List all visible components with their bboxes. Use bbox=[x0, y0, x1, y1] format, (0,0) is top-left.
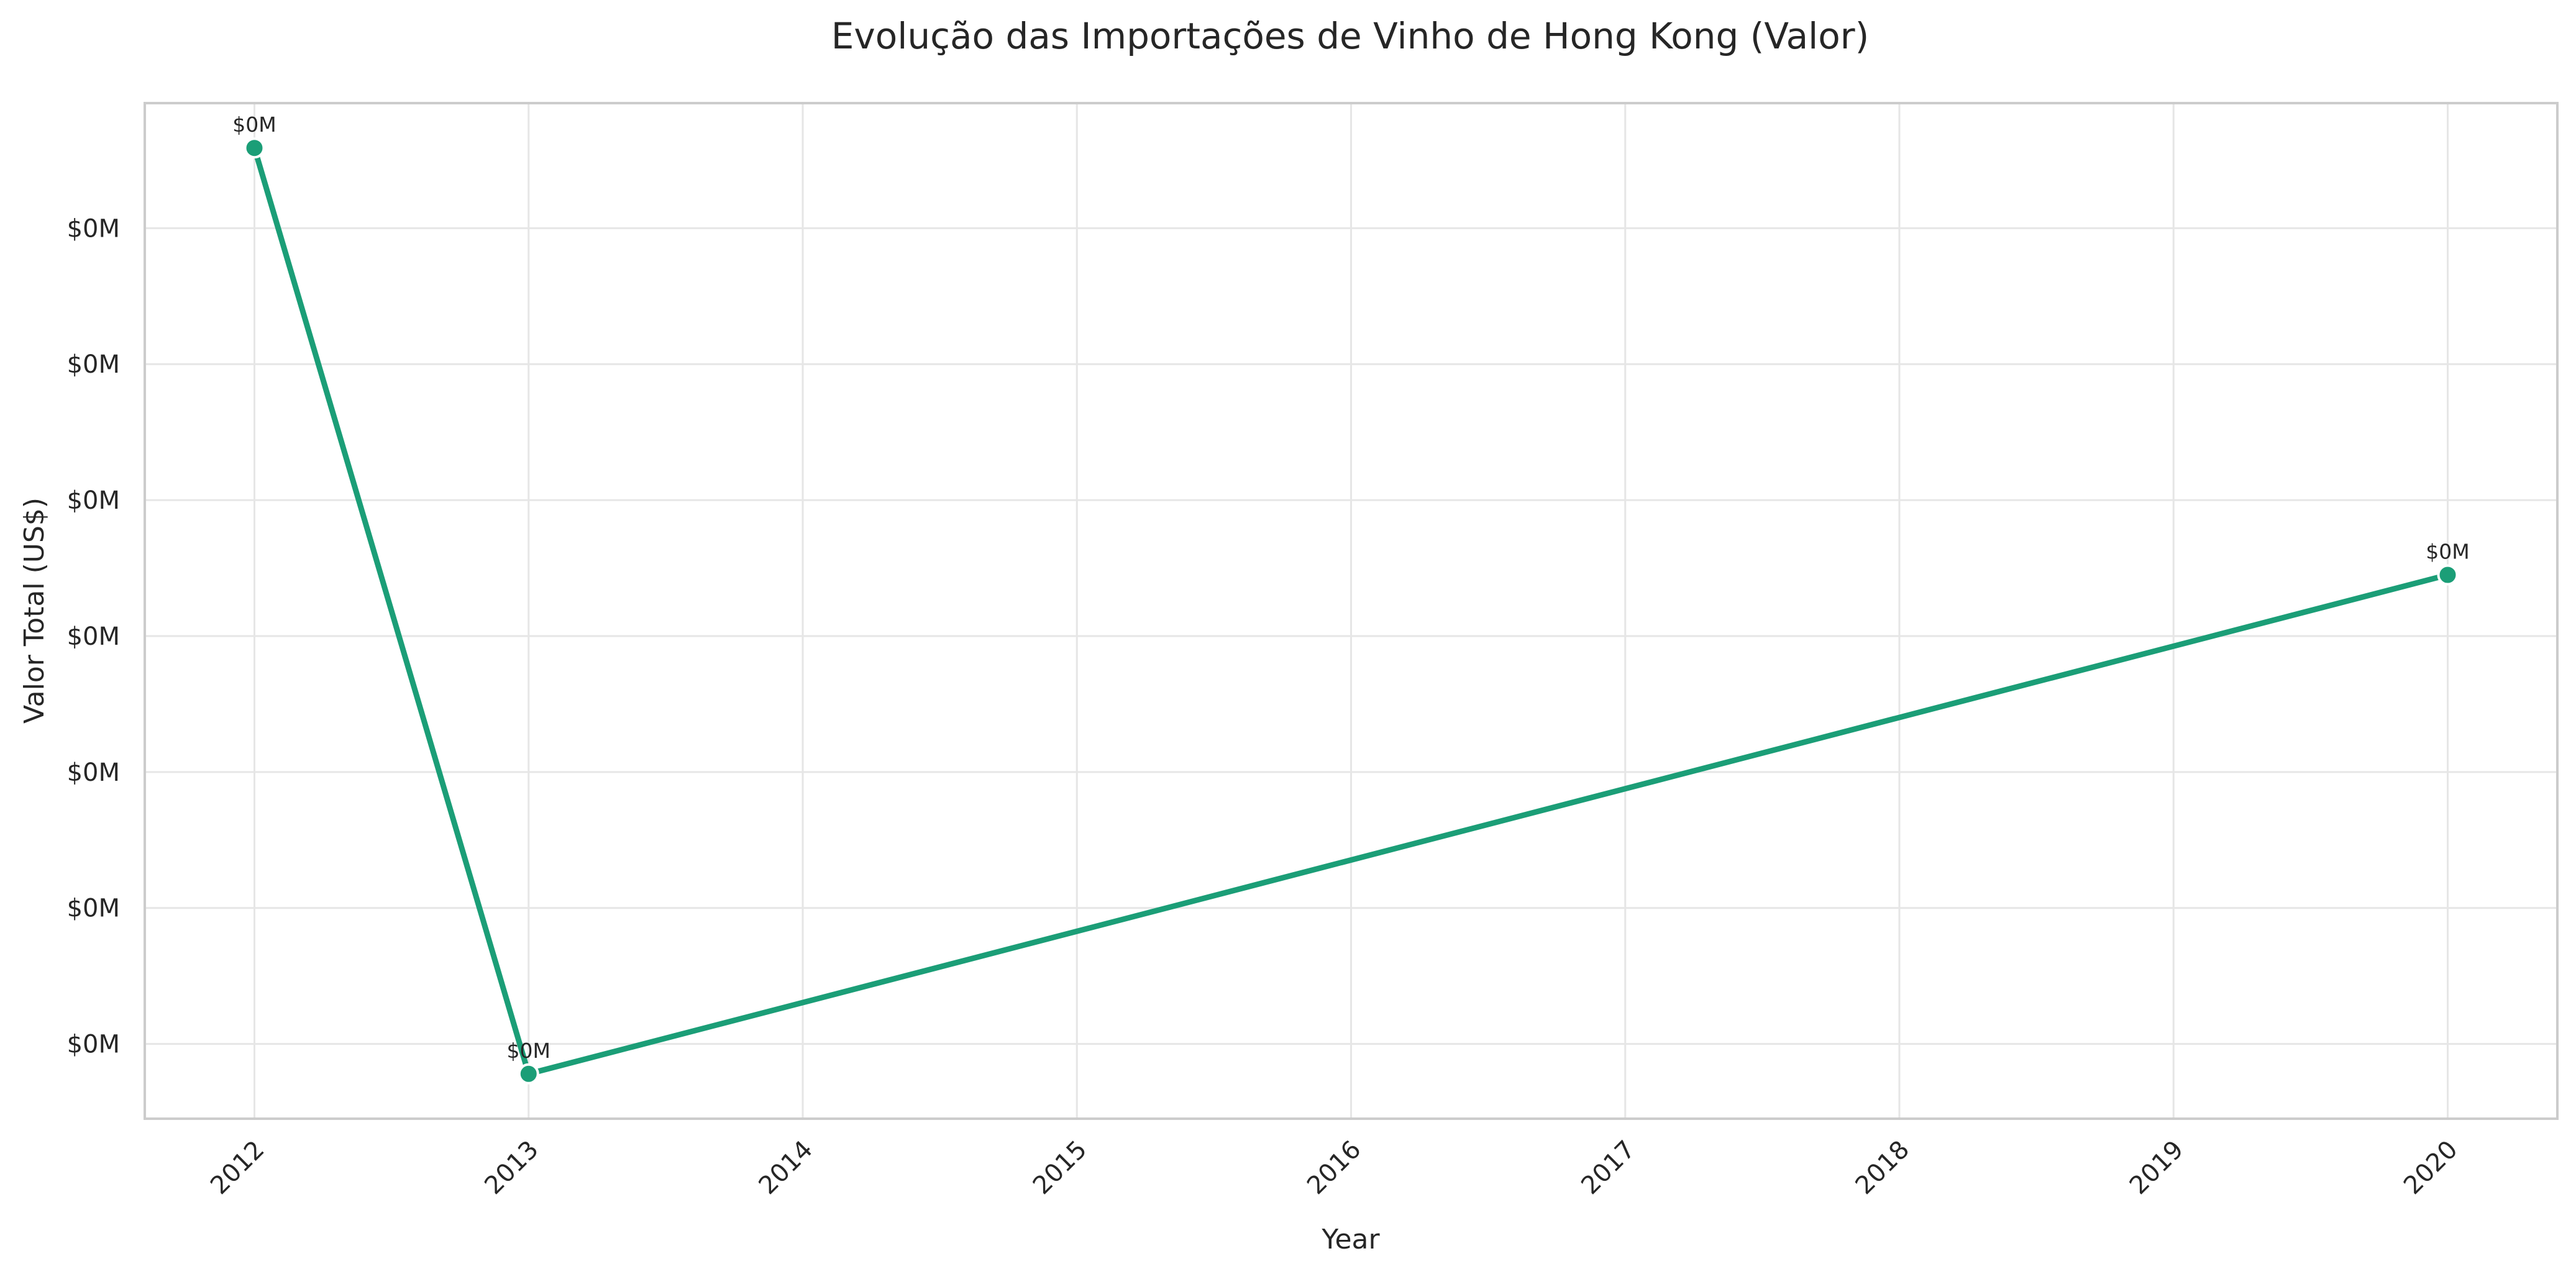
y-tick-label: $0M bbox=[67, 1031, 120, 1059]
data-point bbox=[518, 1063, 539, 1085]
x-tick-label: 2018 bbox=[1850, 1135, 1916, 1201]
x-tick-label: 2017 bbox=[1576, 1135, 1641, 1201]
data-labels: $0M $0M $0M bbox=[232, 112, 2469, 1063]
x-tick-label: 2014 bbox=[754, 1135, 819, 1201]
y-tick-label: $0M bbox=[67, 622, 120, 651]
y-tick-label: $0M bbox=[67, 894, 120, 923]
chart-title: Evolução das Importações de Vinho de Hon… bbox=[831, 15, 1869, 57]
y-tick-label: $0M bbox=[67, 758, 120, 787]
x-axis-label: Year bbox=[1321, 1224, 1380, 1255]
x-tick-label: 2019 bbox=[2124, 1135, 2190, 1201]
data-point bbox=[2437, 564, 2459, 586]
y-tick-label: $0M bbox=[67, 350, 120, 379]
y-axis-label: Valor Total (US$) bbox=[19, 498, 50, 724]
x-tick-labels: 2012 2013 2014 2015 2016 2017 2018 2019 2020 bbox=[205, 1135, 2464, 1201]
plot-frame bbox=[144, 102, 2559, 1120]
x-tick-label: 2020 bbox=[2398, 1135, 2464, 1201]
y-tick-label: $0M bbox=[67, 486, 120, 515]
x-tick-label: 2015 bbox=[1028, 1135, 1093, 1201]
y-tick-labels: $0M $0M $0M $0M $0M $0M $0M bbox=[67, 214, 120, 1058]
series-layer bbox=[244, 137, 2459, 1085]
grid bbox=[145, 103, 2557, 1119]
data-label: $0M bbox=[507, 1039, 550, 1063]
x-tick-label: 2013 bbox=[479, 1135, 544, 1201]
data-point bbox=[244, 137, 265, 159]
x-tick-label: 2012 bbox=[205, 1135, 270, 1201]
x-tick-label: 2016 bbox=[1302, 1135, 1367, 1201]
data-label: $0M bbox=[2426, 539, 2469, 563]
data-label: $0M bbox=[232, 112, 276, 137]
y-tick-label: $0M bbox=[67, 214, 120, 243]
